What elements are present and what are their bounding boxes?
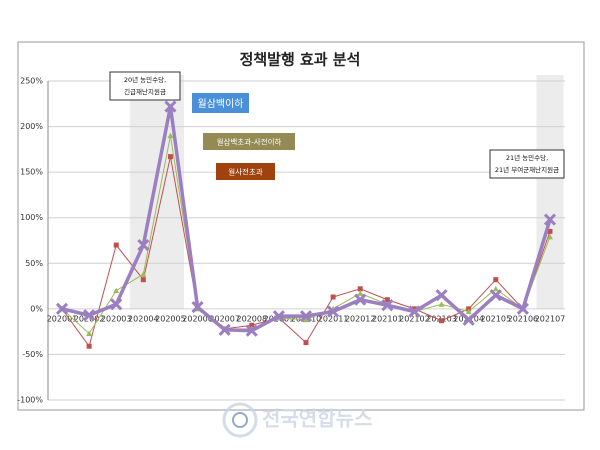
marker [492,285,499,292]
highlight-band [536,75,564,309]
marker [547,228,553,234]
marker [218,323,231,336]
watermark-logo [232,412,248,428]
y-tick-label: 200% [20,122,43,131]
annotation-box [109,71,181,101]
marker [113,287,120,294]
x-tick-label: 202102 [399,314,430,323]
x-tick-label: 202101 [372,314,403,323]
marker [140,271,147,277]
marker [330,294,336,300]
annotation-box [489,149,565,179]
annotation-text: 긴급재난지원금 [124,87,166,96]
marker [110,298,123,311]
legend-label: 월삼백초과-사전이하 [217,137,282,147]
y-tick-label: 100% [20,213,43,222]
marker [516,302,529,315]
x-tick-label: 202107 [535,314,566,323]
marker [86,343,92,349]
marker [462,313,475,326]
watermark-logo [222,402,258,438]
marker [465,308,472,315]
x-tick-label: 202006 [182,314,213,323]
y-tick-label: 0% [30,304,43,313]
marker [55,302,69,315]
marker [303,316,309,323]
watermark: 전국연합뉴스 [262,407,372,431]
marker [435,289,448,302]
x-tick-label: 202003 [101,314,132,323]
x-tick-label: 202105 [481,314,512,323]
legend-box [203,133,295,150]
y-tick-label: 250% [20,77,43,86]
x-tick-label: 202002 [74,314,105,323]
marker [439,318,445,324]
y-tick-label: -100% [17,396,43,405]
marker [140,277,146,283]
legend-label: 월사전초과 [228,167,263,177]
annotation-text: 20년 농민수당, [124,75,166,84]
marker [249,322,255,328]
x-tick-label: 202008 [237,314,268,323]
x-tick-label: 202004 [128,314,159,323]
marker [164,100,177,113]
marker [543,213,557,226]
x-tick-label: 202001 [47,314,78,323]
marker [299,310,313,323]
legend-box [192,93,249,113]
marker [245,324,258,337]
legend-label: 월삼백이하 [198,97,244,110]
chart-title: 정책발행 효과 분석 [240,51,361,69]
marker [547,233,553,240]
annotation-text: 21년 부여군재난지원금 [495,165,559,174]
marker [354,293,367,306]
marker [357,290,364,296]
x-tick-label: 202011 [318,314,349,323]
marker [438,301,445,307]
marker [137,238,150,252]
x-tick-label: 202005 [155,314,186,323]
marker [191,300,204,314]
highlight-band [129,75,184,309]
marker [83,309,96,322]
legend-box [216,163,275,180]
marker [408,305,421,318]
y-tick-label: -50% [22,350,43,359]
marker [167,132,174,139]
marker [86,330,93,336]
marker [384,297,390,303]
x-tick-label: 202012 [345,314,376,323]
marker [113,242,119,248]
marker [381,299,394,312]
annotation-text: 21년 농민수당, [506,153,548,162]
marker [489,289,502,302]
chart-frame [17,41,585,411]
x-tick-label: 202106 [508,314,539,323]
y-tick-label: 150% [20,168,43,177]
y-tick-label: 50% [25,259,43,268]
marker [167,154,173,160]
marker [303,340,309,346]
marker [493,277,499,283]
marker [272,310,285,323]
marker [357,286,363,292]
marker [327,305,340,318]
x-tick-label: 202007 [209,314,240,323]
